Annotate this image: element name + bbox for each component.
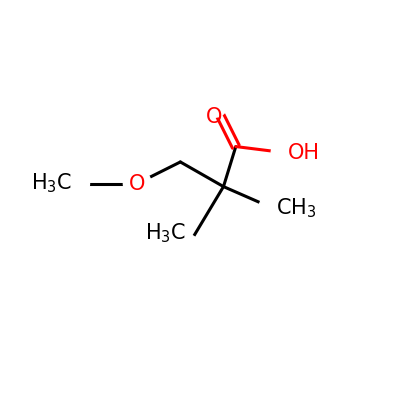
Circle shape xyxy=(173,234,200,262)
Circle shape xyxy=(123,170,151,197)
Text: OH: OH xyxy=(288,143,320,163)
Text: $\mathregular{H_3C}$: $\mathregular{H_3C}$ xyxy=(31,172,72,195)
Text: O: O xyxy=(129,174,146,194)
Text: $\mathregular{CH_3}$: $\mathregular{CH_3}$ xyxy=(276,196,316,220)
Text: O: O xyxy=(206,106,222,126)
Circle shape xyxy=(271,139,299,166)
Circle shape xyxy=(200,90,228,117)
Circle shape xyxy=(259,194,287,222)
Text: $\mathregular{H_3C}$: $\mathregular{H_3C}$ xyxy=(145,222,186,245)
Circle shape xyxy=(62,170,90,197)
